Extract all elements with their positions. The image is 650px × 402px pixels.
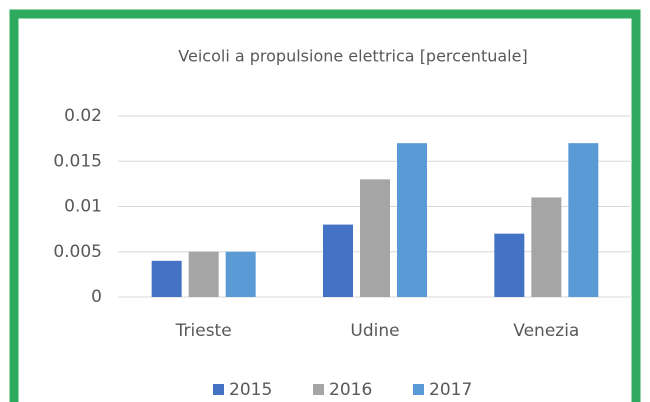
bar — [397, 143, 427, 297]
bar — [360, 179, 390, 297]
legend-swatch — [213, 384, 224, 395]
y-tick-label: 0.02 — [64, 106, 102, 126]
legend-swatch — [413, 384, 424, 395]
x-tick-label: Venezia — [513, 321, 579, 341]
bar — [568, 143, 599, 297]
y-tick-label: 0.01 — [64, 197, 102, 217]
legend-label: 2016 — [329, 380, 372, 400]
bar — [494, 233, 525, 297]
bar — [151, 260, 182, 297]
legend-label: 2015 — [229, 380, 272, 400]
legend-swatch — [313, 384, 324, 395]
y-tick-label: 0.015 — [53, 151, 102, 171]
y-tick-label: 0.005 — [53, 242, 102, 262]
bar — [323, 224, 353, 297]
x-tick-label: Udine — [350, 321, 399, 341]
chart-title: Veicoli a propulsione elettrica [percent… — [178, 47, 527, 66]
legend-label: 2017 — [429, 380, 472, 400]
bar — [225, 251, 256, 297]
x-tick-label: Trieste — [175, 321, 232, 341]
y-tick-label: 0 — [91, 287, 102, 307]
bar — [531, 197, 562, 297]
bar — [188, 251, 219, 297]
